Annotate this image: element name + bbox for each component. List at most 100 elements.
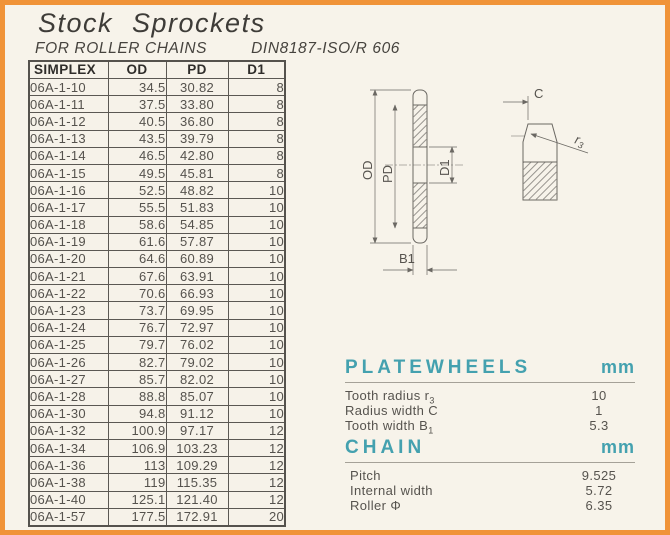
spec-value: 5.3 [589,418,609,434]
spec-value: 5.72 [585,483,613,499]
table-cell: 8 [227,129,286,148]
table-cell: 12 [227,438,286,458]
table-cell: 06A-1-24 [28,318,109,337]
table-cell: 172.91 [165,507,229,527]
platewheels-unit: mm [600,357,635,377]
platewheels-rows: Tooth radius r3 10 Radius width C 1 Tooth wi… [345,388,635,436]
table-cell: 06A-1-21 [28,267,109,286]
table-row: 06A-1-14 46.5 42.80 8 [28,146,286,165]
table-cell: 33.80 [165,95,229,114]
table-cell: 60.89 [165,249,229,269]
table-cell: 125.1 [107,490,167,509]
page-title: Stock Sprockets [38,8,266,38]
table-cell: 12 [227,473,286,492]
spec-value: 6.35 [585,498,613,514]
spec-row: Tooth width B1 5.3 [345,418,635,436]
table-row: 06A-1-23 73.7 69.95 10 [28,301,286,320]
spec-label: Tooth width B1 [345,418,434,436]
table-cell: 06A-1-32 [28,421,109,440]
table-row: 06A-1-30 94.8 91.12 10 [28,404,286,423]
table-row: 06A-1-27 85.7 82.02 10 [28,370,286,389]
table-cell: 06A-1-22 [28,284,109,303]
table-cell: 46.5 [107,146,167,165]
sprocket-table-body: 06A-1-10 34.5 30.82 8 06A-1-11 37.5 33.80 8 06A-… [28,77,286,527]
table-cell: 43.5 [107,129,167,148]
table-cell: 06A-1-19 [28,232,109,251]
table-cell: 100.9 [107,421,167,440]
table-cell: 8 [227,163,286,183]
table-cell: 10 [227,267,286,286]
table-cell: 06A-1-40 [28,490,109,509]
column-header-d1: D1 [227,60,286,79]
table-cell: 10 [227,215,286,234]
table-cell: 10 [227,249,286,269]
table-cell: 06A-1-34 [28,438,109,458]
spec-value: 9.525 [581,468,617,483]
table-row: 06A-1-22 70.6 66.93 10 [28,284,286,303]
table-cell: 82.7 [107,352,167,372]
table-cell: 63.91 [165,267,229,286]
table-cell: 10 [227,404,286,423]
table-cell: 37.5 [107,95,167,114]
table-cell: 64.6 [107,249,167,269]
spec-value: 1 [595,403,603,419]
table-cell: 34.5 [107,77,167,97]
table-row: 06A-1-18 58.6 54.85 10 [28,215,286,234]
table-row: 06A-1-16 52.5 48.82 10 [28,181,286,200]
table-cell: 40.5 [107,112,167,131]
table-cell: 06A-1-30 [28,404,109,423]
table-row: 06A-1-34 106.9 103.23 12 [28,438,286,458]
table-cell: 10 [227,352,286,372]
table-cell: 58.6 [107,215,167,234]
table-cell: 8 [227,112,286,131]
table-cell: 8 [227,77,286,97]
table-cell: 06A-1-38 [28,473,109,492]
table-cell: 79.02 [165,352,229,372]
table-row: 06A-1-21 67.6 63.91 10 [28,267,286,286]
table-row: 06A-1-17 55.5 51.83 10 [28,198,286,217]
dim-label-pd: PD [380,165,395,183]
spec-row: Internal width 5.72 [345,483,635,498]
sprocket-table: SIMPLEX OD PD D1 06A-1-10 34.5 30.82 8 06A-1… [28,60,286,527]
table-row: 06A-1-38 119 115.35 12 [28,473,286,492]
table-cell: 10 [227,301,286,320]
table-row: 06A-1-13 43.5 39.79 8 [28,129,286,148]
spec-label: Tooth radius r3 [345,388,435,406]
table-cell: 66.93 [165,284,229,303]
spec-row: Tooth radius r3 10 [345,388,635,406]
table-cell: 54.85 [165,215,229,234]
table-cell: 8 [227,95,286,114]
table-cell: 91.12 [165,404,229,423]
table-cell: 06A-1-16 [28,181,109,200]
table-row: 06A-1-15 49.5 45.81 8 [28,163,286,183]
table-cell: 06A-1-11 [28,95,109,114]
table-cell: 177.5 [107,507,167,527]
table-row: 06A-1-10 34.5 30.82 8 [28,77,286,97]
table-cell: 85.07 [165,387,229,406]
table-cell: 36.80 [165,112,229,131]
spec-label: Radius width C [345,403,439,419]
table-cell: 10 [227,181,286,200]
table-cell: 52.5 [107,181,167,200]
dim-label-b1: B1 [399,251,415,266]
column-header-pd: PD [165,60,229,79]
technical-drawing: OD PD D1 B1 C r3 [360,86,589,275]
table-cell: 10 [227,387,286,406]
page-subtitle: FOR ROLLER CHAINS DIN8187-ISO/R 606 [35,40,400,58]
dim-label-od: OD [360,161,375,181]
table-cell: 10 [227,232,286,251]
column-header-simplex: SIMPLEX [28,60,109,79]
dim-label-d1: D1 [437,159,452,176]
table-cell: 67.6 [107,267,167,286]
spec-row: Pitch 9.525 [345,468,635,483]
table-cell: 106.9 [107,438,167,458]
table-row: 06A-1-26 82.7 79.02 10 [28,352,286,372]
table-cell: 06A-1-10 [28,77,109,97]
table-cell: 06A-1-25 [28,335,109,355]
table-row: 06A-1-32 100.9 97.17 12 [28,421,286,440]
table-row: 06A-1-40 125.1 121.40 12 [28,490,286,509]
table-cell: 109.29 [165,456,229,475]
platewheels-section: PLATEWHEELS mm Tooth radius r3 10 Radius w… [345,357,635,436]
table-row: 06A-1-20 64.6 60.89 10 [28,249,286,269]
table-cell: 97.17 [165,421,229,440]
